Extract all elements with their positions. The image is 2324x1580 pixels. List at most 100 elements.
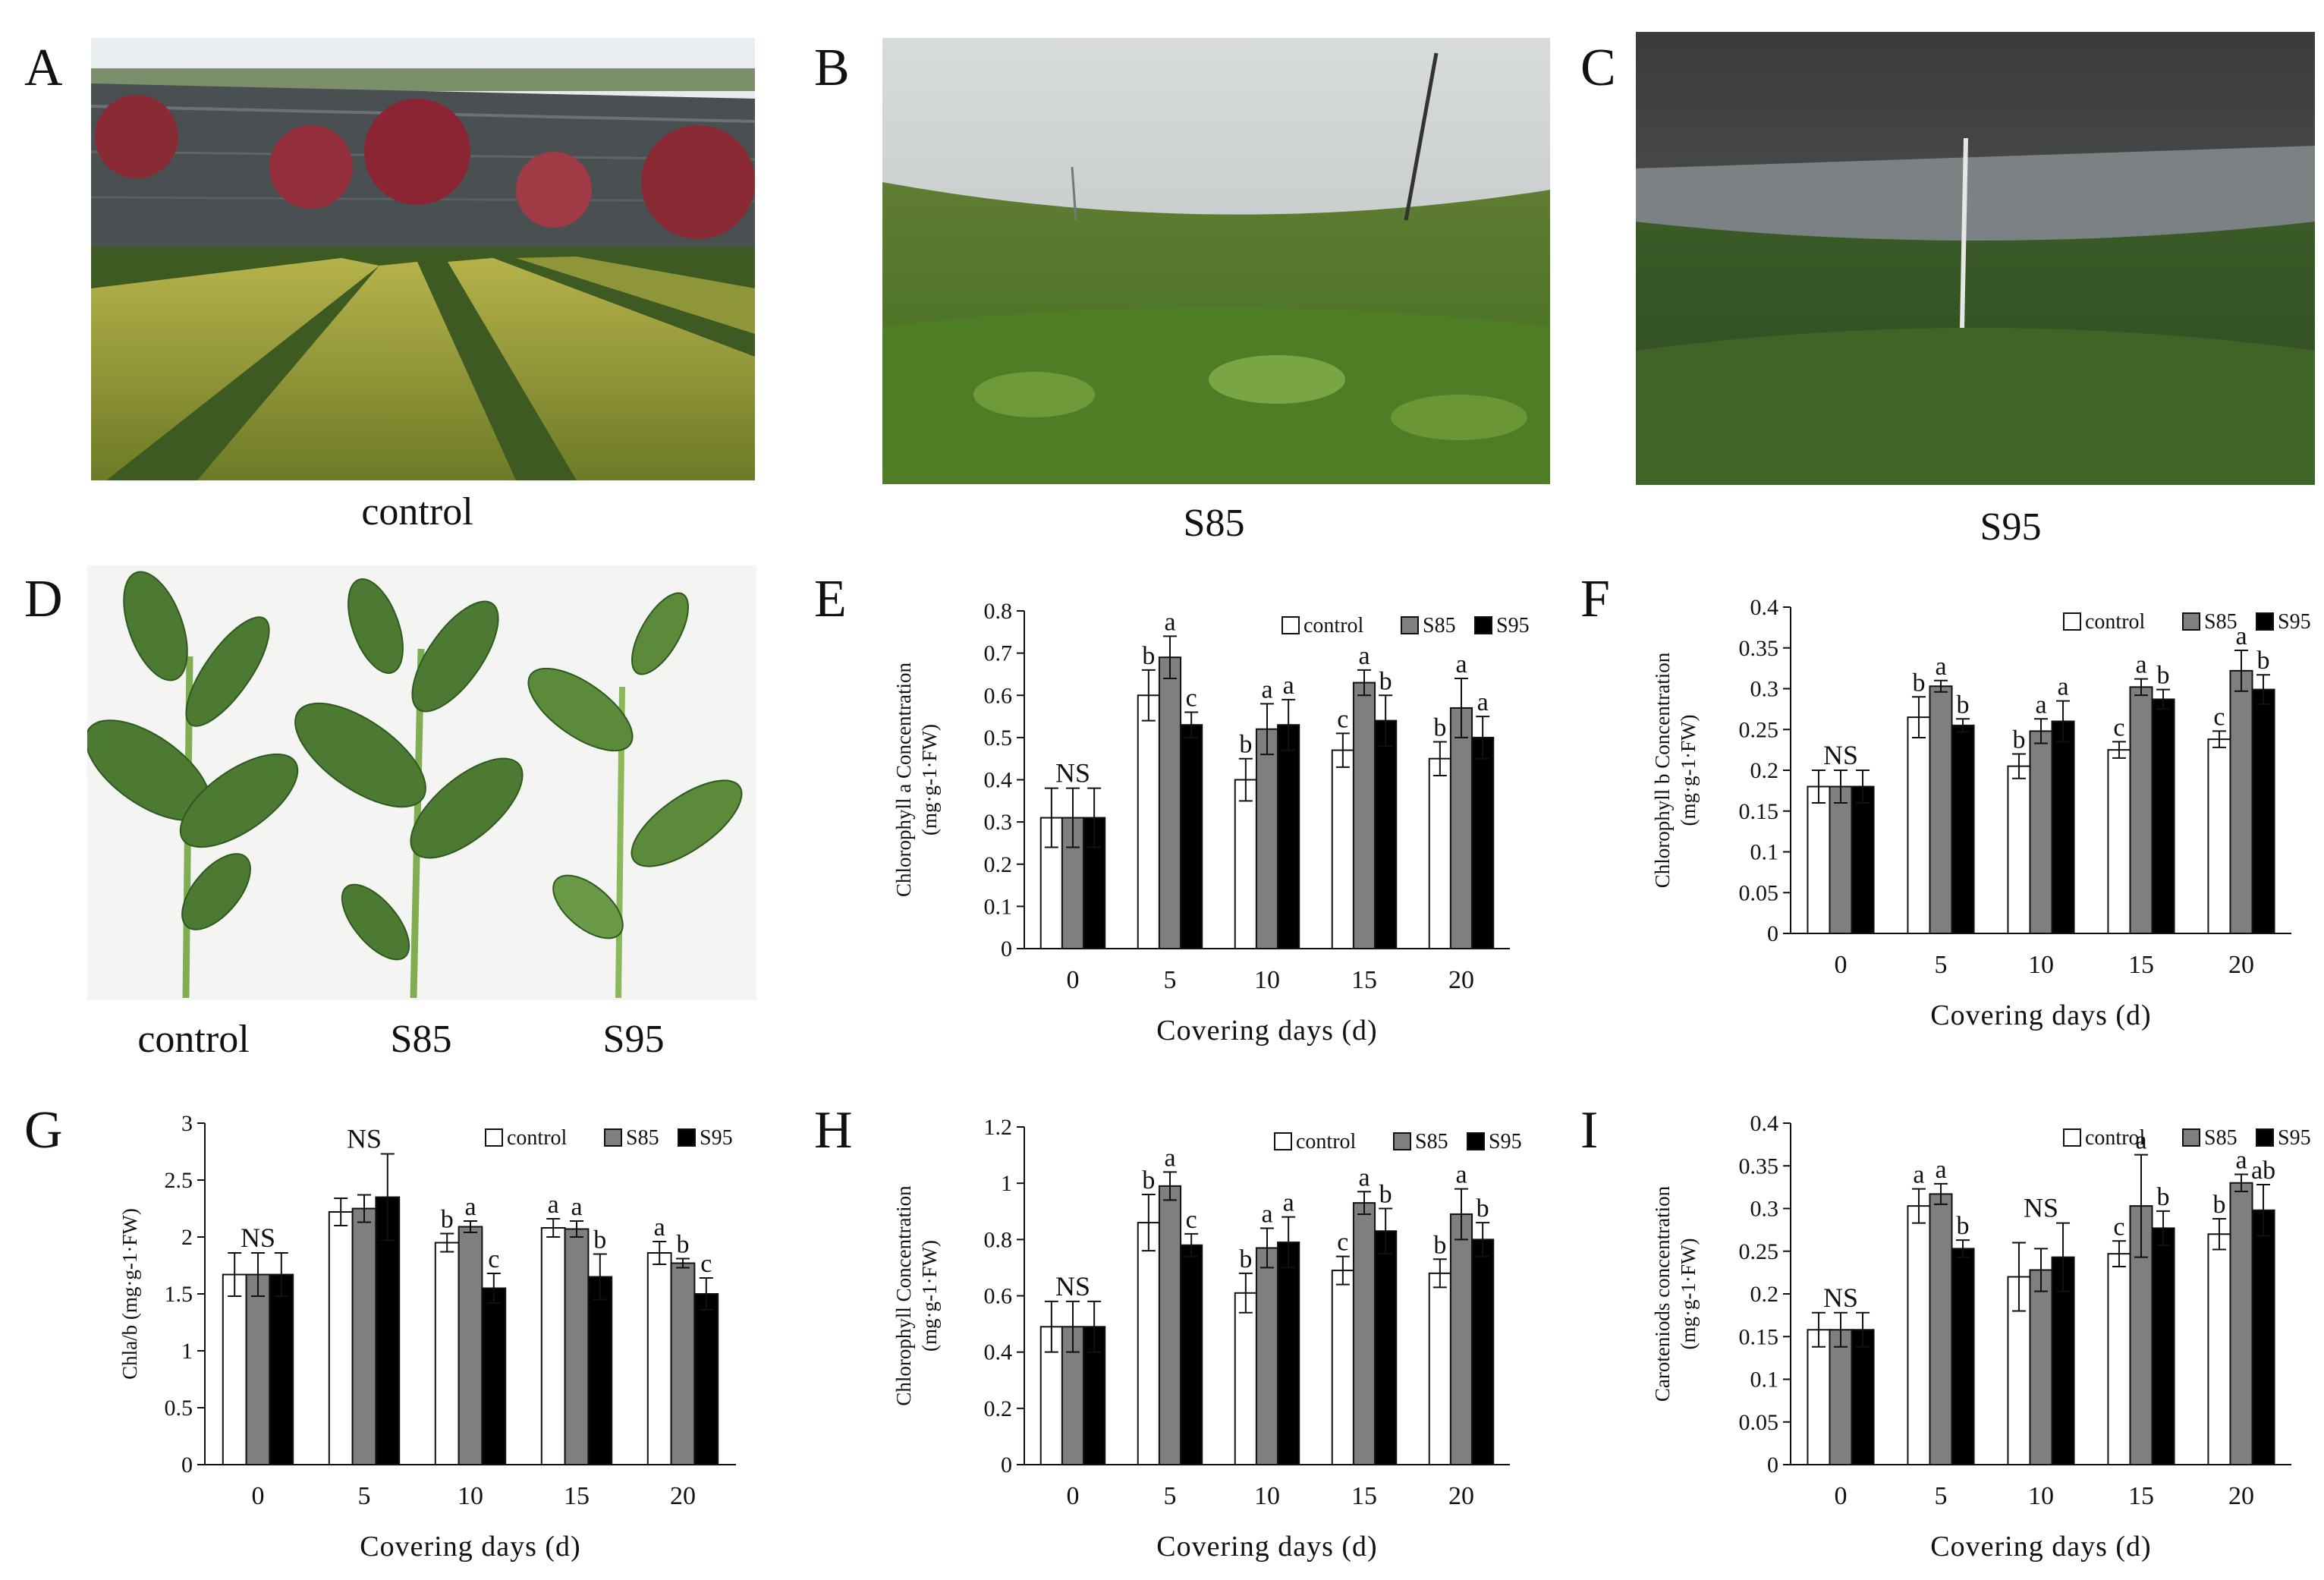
x-tick-label: 10 xyxy=(1254,1482,1280,1510)
significance-label: a xyxy=(2035,691,2046,719)
caption-leaf-s85: S85 xyxy=(390,1018,452,1061)
y-axis-title: Chlorophyll b Concentration xyxy=(1651,652,1674,888)
x-tick-label: 0 xyxy=(1067,966,1080,994)
significance-label: c xyxy=(1337,705,1348,733)
panel-letter-g: G xyxy=(24,1101,63,1160)
y-tick-label: 2 xyxy=(181,1225,193,1250)
significance-label: b xyxy=(1433,713,1446,741)
y-tick-label: 0.05 xyxy=(1739,880,1779,905)
bar-control xyxy=(1807,1329,1831,1465)
bar-control xyxy=(2207,1233,2231,1465)
photo-control-field xyxy=(91,38,755,480)
significance-label: c xyxy=(700,1250,712,1278)
significance-label: b xyxy=(1239,731,1252,759)
significance-label: a xyxy=(1164,1144,1175,1172)
significance-label: a xyxy=(2135,651,2146,679)
y-tick-label: 0.3 xyxy=(984,810,1013,835)
significance-label: b xyxy=(1379,667,1392,695)
significance-label: a xyxy=(571,1193,582,1221)
legend-swatch-control xyxy=(485,1128,503,1147)
significance-label: a xyxy=(2235,622,2247,650)
y-axis-title: Chlorophyll a Concentration xyxy=(892,663,915,897)
y-tick-label: 0.15 xyxy=(1739,799,1779,824)
y-tick-label: 0 xyxy=(181,1453,193,1478)
bar-s85 xyxy=(2129,686,2153,934)
y-axis-title: (mg·g-1·FW) xyxy=(918,724,941,836)
y-tick-label: 0.2 xyxy=(984,1396,1013,1421)
significance-ns-label: NS xyxy=(1055,758,1090,788)
y-tick-label: 0 xyxy=(1001,1453,1012,1478)
bar-s95 xyxy=(375,1196,401,1465)
y-tick-label: 0.2 xyxy=(984,852,1013,877)
bar-s85 xyxy=(564,1228,590,1465)
bar-control xyxy=(1907,1205,1931,1465)
bar-s85 xyxy=(1352,681,1376,949)
y-tick-label: 1 xyxy=(1001,1171,1012,1196)
panel-letter-d: D xyxy=(24,570,63,628)
bar-s85 xyxy=(1929,1193,1953,1465)
bar-s85 xyxy=(351,1207,377,1465)
photo-s85-field xyxy=(882,38,1550,484)
y-tick-label: 0.7 xyxy=(984,641,1013,666)
legend-label: S85 xyxy=(2204,1126,2238,1150)
significance-label: b xyxy=(2257,647,2270,675)
significance-label: b xyxy=(1379,1181,1392,1209)
significance-label: b xyxy=(1957,691,1970,719)
bar-s95 xyxy=(1471,736,1495,949)
bar-s95 xyxy=(1851,785,1875,934)
bar-control xyxy=(2007,765,2031,934)
legend-swatch-s85 xyxy=(604,1128,622,1147)
significance-label: b xyxy=(441,1206,454,1234)
bar-s95 xyxy=(2051,720,2075,934)
significance-label: a xyxy=(1283,672,1294,700)
y-tick-label: 0 xyxy=(1001,936,1012,962)
significance-label: c xyxy=(1186,685,1197,713)
bar-s95 xyxy=(1471,1239,1495,1465)
legend-label: S85 xyxy=(1415,1130,1448,1154)
y-tick-label: 1.5 xyxy=(165,1282,193,1307)
legend-label: control xyxy=(2085,1126,2146,1150)
bar-s95 xyxy=(1180,724,1203,949)
x-tick-label: 15 xyxy=(564,1482,590,1510)
bar-s85 xyxy=(2029,1269,2053,1465)
legend-swatch-control xyxy=(2063,612,2081,631)
y-axis-title: Chla/b (mg·g-1·FW) xyxy=(118,1208,141,1380)
legend-label: S95 xyxy=(1489,1130,1522,1154)
y-axis-title: Chlorophyll Concentration xyxy=(892,1185,915,1406)
bar-s85 xyxy=(1929,685,1953,934)
y-tick-label: 0.3 xyxy=(1750,677,1779,702)
significance-label: a xyxy=(1455,650,1467,678)
significance-label: a xyxy=(654,1213,665,1242)
legend-label: S85 xyxy=(2204,610,2238,634)
significance-label: c xyxy=(1337,1229,1348,1257)
significance-label: a xyxy=(1913,1161,1924,1189)
bar-s95 xyxy=(1851,1329,1875,1465)
caption-leaf-s95: S95 xyxy=(602,1018,665,1061)
x-tick-label: 20 xyxy=(2228,951,2254,979)
bar-control xyxy=(540,1227,566,1465)
significance-label: c xyxy=(2113,713,2124,741)
panel-letter-c: C xyxy=(1580,39,1616,97)
significance-label: b xyxy=(2157,662,2170,690)
y-tick-label: 0.25 xyxy=(1739,1239,1779,1264)
photo-s95-field xyxy=(1636,32,2315,485)
legend-swatch-s95 xyxy=(2256,1128,2274,1147)
caption-s85: S85 xyxy=(1183,502,1245,545)
y-tick-label: 0.15 xyxy=(1739,1324,1779,1349)
legend-swatch-s85 xyxy=(2182,612,2200,631)
x-tick-label: 15 xyxy=(2128,1482,2154,1510)
y-tick-label: 0.2 xyxy=(1750,1282,1779,1307)
bar-control xyxy=(328,1211,354,1465)
significance-label: a xyxy=(548,1191,559,1219)
legend-swatch-s95 xyxy=(1474,616,1492,634)
y-tick-label: 0.1 xyxy=(1750,840,1779,865)
x-tick-label: 5 xyxy=(1935,1482,1948,1510)
bar-s95 xyxy=(1374,719,1398,949)
significance-label: a xyxy=(1261,1201,1272,1229)
significance-label: a xyxy=(1935,1156,1946,1184)
significance-label: b xyxy=(677,1231,690,1259)
y-tick-label: 0.2 xyxy=(1750,758,1779,783)
y-tick-label: 2.5 xyxy=(165,1168,193,1193)
y-axis-title: (mg·g-1·FW) xyxy=(918,1240,941,1352)
